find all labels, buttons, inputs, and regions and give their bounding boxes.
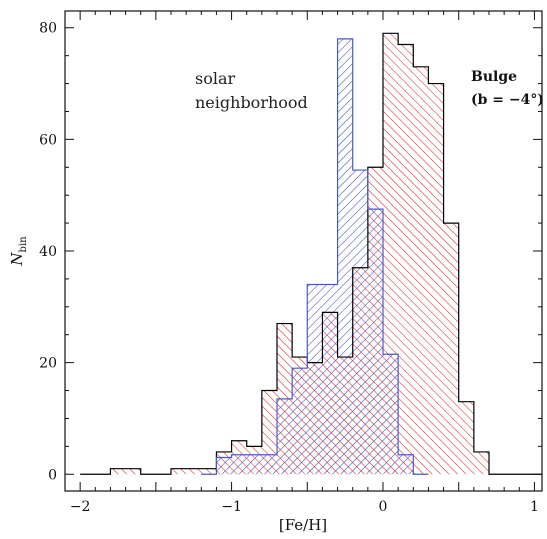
solar-neighborhood-bar: [367, 209, 383, 475]
bulge-bar: [110, 468, 126, 475]
solar-neighborhood-bar: [307, 284, 323, 475]
bulge-bar: [473, 451, 489, 475]
annotation-bulge-line2: (b = −4°): [471, 92, 544, 108]
y-tick-label: 20: [39, 356, 57, 372]
ticks-layer: [64, 11, 542, 491]
annotation-bulge-line1: Bulge: [471, 69, 517, 85]
bulge-bar: [186, 468, 202, 475]
bulge-bar: [201, 468, 217, 475]
bulge-bar: [398, 44, 414, 475]
x-tick-label: −2: [70, 499, 91, 515]
bulge-bar: [413, 66, 429, 475]
y-axis-label: Nbin: [8, 236, 29, 267]
bulge-outline: [80, 32, 542, 475]
y-tick-label: 0: [48, 467, 57, 483]
y-axis-label-main: N: [8, 252, 26, 267]
solar-neighborhood-bar: [398, 454, 414, 475]
outline-layer: [80, 32, 542, 475]
bulge-bar: [171, 468, 187, 475]
solar-neighborhood-bar: [246, 454, 262, 475]
bars-layer: [110, 33, 489, 475]
bulge-bar: [428, 83, 444, 475]
y-axis-label-sub: bin: [18, 236, 29, 253]
y-tick-label: 60: [39, 132, 57, 148]
solar-neighborhood-bar: [277, 398, 293, 475]
y-tick-label: 40: [39, 244, 57, 260]
solar-neighborhood-outline: [201, 38, 429, 475]
solar-neighborhood-bar: [383, 354, 399, 475]
solar-neighborhood-bar: [322, 284, 338, 475]
solar-neighborhood-bar: [231, 454, 247, 475]
y-tick-label: 80: [39, 21, 57, 37]
solar-neighborhood-bar: [261, 454, 277, 475]
solar-neighborhood-bar: [352, 170, 368, 475]
bulge-bar: [261, 390, 277, 475]
annotation-solar-line2: neighborhood: [195, 93, 308, 112]
bulge-bar: [125, 468, 141, 475]
solar-neighborhood-bar: [216, 457, 232, 475]
annotation-solar-line1: solar: [195, 69, 236, 88]
bulge-bar: [443, 223, 459, 475]
bulge-bar: [458, 401, 474, 475]
solar-neighborhood-bar: [337, 38, 353, 475]
x-axis-label: [Fe/H]: [279, 516, 327, 534]
x-tick-label: 0: [379, 499, 388, 515]
solar-neighborhood-bar: [292, 368, 308, 475]
x-tick-label: −1: [221, 499, 242, 515]
x-tick-label: 1: [530, 499, 539, 515]
